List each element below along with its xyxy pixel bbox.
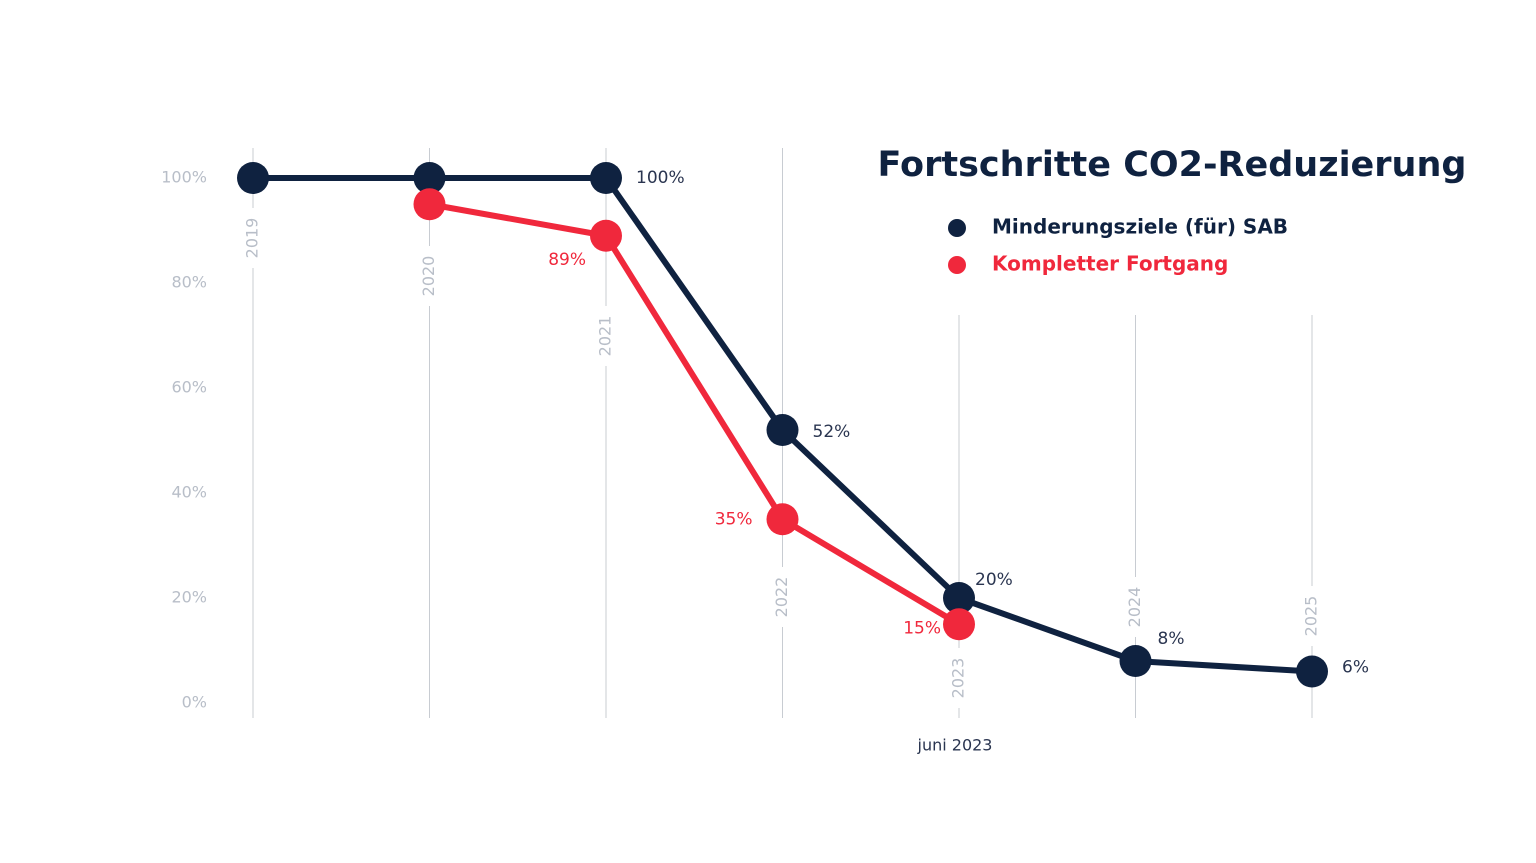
label-backdrop	[1301, 586, 1323, 646]
y-tick-label: 80%	[171, 273, 207, 292]
y-tick-label: 40%	[171, 483, 207, 502]
label-backdrop	[595, 306, 617, 366]
data-point	[1119, 645, 1152, 677]
data-point	[766, 503, 799, 536]
data-point	[943, 582, 975, 614]
x-tick-label: 2022	[772, 577, 791, 618]
legend-label: Kompletter Fortgang	[992, 252, 1228, 276]
legend-label: Minderungsziele (für) SAB	[992, 215, 1288, 239]
label-backdrop	[948, 648, 970, 708]
label-backdrop	[418, 246, 441, 306]
data-label: 52%	[813, 422, 851, 442]
x-tick-label: 2021	[596, 316, 615, 357]
label-backdrop	[1124, 577, 1147, 637]
y-tick-label: 20%	[171, 588, 207, 607]
series-line	[428, 201, 961, 627]
x-tick-label: 2019	[243, 218, 262, 259]
data-label: 8%	[1158, 629, 1185, 649]
data-label: 15%	[903, 618, 941, 638]
x-tick-label: 2023	[949, 658, 968, 699]
y-tick-label: 0%	[182, 693, 207, 712]
data-label: 6%	[1342, 658, 1369, 678]
y-tick-label: 60%	[171, 378, 207, 397]
data-label: 35%	[715, 509, 753, 529]
legend-marker	[948, 256, 966, 274]
legend-marker	[948, 219, 966, 237]
data-point	[590, 219, 622, 252]
data-label: 89%	[548, 250, 586, 270]
chart-title: Fortschritte CO2-Reduzierung	[878, 145, 1467, 185]
label-backdrop	[771, 567, 794, 627]
data-point	[413, 188, 446, 221]
data-point	[1296, 655, 1328, 688]
data-point	[237, 162, 269, 194]
data-point	[943, 608, 975, 641]
data-point	[766, 414, 799, 446]
data-label: 20%	[975, 570, 1013, 590]
label-backdrop	[242, 208, 264, 268]
x-tick-label: 2025	[1302, 596, 1321, 637]
data-point	[590, 162, 622, 194]
annotation: juni 2023	[917, 736, 993, 755]
data-point	[413, 162, 446, 194]
data-label: 100%	[636, 168, 685, 188]
x-tick-label: 2020	[419, 256, 438, 297]
x-tick-label: 2024	[1125, 587, 1144, 628]
y-tick-label: 100%	[161, 168, 207, 187]
